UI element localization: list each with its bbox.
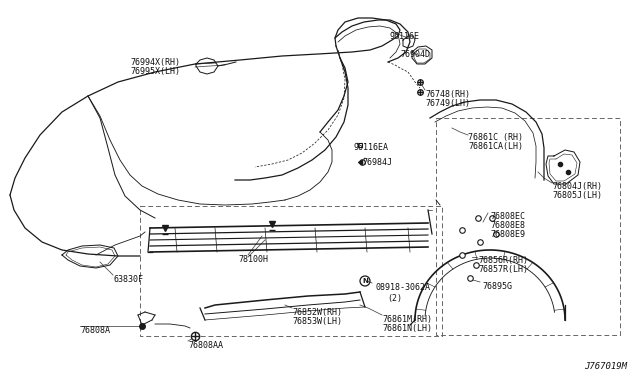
Text: (2): (2) [387,294,402,303]
Text: 08918-3062A: 08918-3062A [376,283,431,292]
Text: 76861CA(LH): 76861CA(LH) [468,142,523,151]
Text: 76895G: 76895G [482,282,512,291]
Text: J767019M: J767019M [584,362,627,371]
Text: 76805J(LH): 76805J(LH) [552,191,602,200]
Text: 76808E9: 76808E9 [490,230,525,239]
Text: 76861N(LH): 76861N(LH) [382,324,432,333]
Text: 76904D: 76904D [400,50,430,59]
Text: 63830F: 63830F [113,275,143,284]
Text: 76808EC: 76808EC [490,212,525,221]
Text: 96116E: 96116E [390,32,420,41]
Text: 76995X(LH): 76995X(LH) [130,67,180,76]
Text: N: N [362,278,368,284]
Text: 76804J(RH): 76804J(RH) [552,182,602,191]
Text: 76861M(RH): 76861M(RH) [382,315,432,324]
Text: 76808E8: 76808E8 [490,221,525,230]
Text: 76852W(RH): 76852W(RH) [292,308,342,317]
Text: 76857R(LH): 76857R(LH) [478,265,528,274]
Text: 76984J: 76984J [362,158,392,167]
Text: 76749(LH): 76749(LH) [425,99,470,108]
Text: 76856R(RH): 76856R(RH) [478,256,528,265]
Text: 76748(RH): 76748(RH) [425,90,470,99]
Text: 76808AA: 76808AA [188,341,223,350]
Text: 76994X(RH): 76994X(RH) [130,58,180,67]
Text: 78100H: 78100H [238,255,268,264]
Text: 96116EA: 96116EA [353,143,388,152]
Text: 76861C (RH): 76861C (RH) [468,133,523,142]
Text: 76853W(LH): 76853W(LH) [292,317,342,326]
Text: 76808A: 76808A [80,326,110,335]
